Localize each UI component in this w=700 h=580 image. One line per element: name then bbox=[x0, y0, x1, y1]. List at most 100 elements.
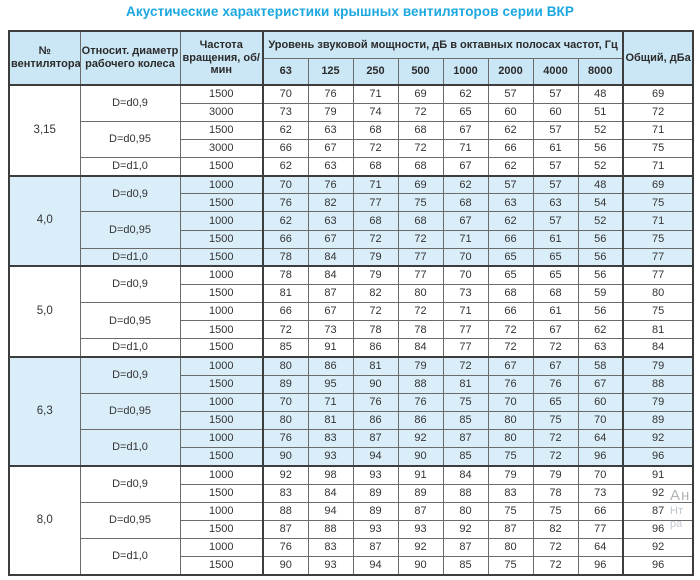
spl-value-cell: 72 bbox=[397, 302, 444, 322]
spl-value-cell: 80 bbox=[487, 538, 534, 558]
spl-value-cell: 86 bbox=[352, 338, 399, 358]
spl-value-cell: 93 bbox=[352, 519, 399, 540]
speed-cell: 1500 bbox=[179, 193, 264, 213]
table-row: D=d1,0 1500 62 63 68 68 67 62 57 52 71 bbox=[9, 157, 694, 177]
spl-value-cell: 81 bbox=[262, 284, 309, 304]
speed-cell: 1500 bbox=[179, 556, 264, 576]
table-row: 8,0 D=d0,9 1000 92 98 93 91 84 79 79 70 91 bbox=[8, 464, 694, 576]
spl-value-cell: 57 bbox=[532, 174, 579, 195]
total-dba-cell: 69 bbox=[622, 83, 694, 104]
col-header-freq-500: 500 bbox=[397, 58, 444, 86]
spl-value-cell: 84 bbox=[307, 483, 354, 503]
spl-value-cell: 75 bbox=[397, 193, 444, 213]
spl-value-cell: 73 bbox=[307, 320, 354, 340]
table-row: 1500 83 84 89 89 88 83 78 73 92 bbox=[9, 483, 694, 503]
speed-cell: 1000 bbox=[179, 538, 264, 558]
speed-cell: 1500 bbox=[179, 338, 264, 358]
spl-value-cell: 68 bbox=[487, 284, 534, 304]
spl-value-cell: 90 bbox=[262, 556, 309, 576]
spl-value-cell: 62 bbox=[487, 211, 534, 231]
spl-value-cell: 86 bbox=[397, 411, 444, 431]
fan-number-cell: 3,15 bbox=[8, 84, 81, 177]
spl-value-cell: 70 bbox=[262, 392, 309, 413]
spl-value-cell: 57 bbox=[532, 83, 579, 104]
spl-value-cell: 79 bbox=[532, 464, 579, 485]
total-dba-cell: 72 bbox=[622, 102, 694, 122]
spl-value-cell: 57 bbox=[532, 157, 579, 177]
col-header-diameter: Относит. диаметр рабочего колеса bbox=[79, 30, 181, 86]
total-dba-cell: 77 bbox=[622, 247, 694, 267]
spl-value-cell: 71 bbox=[442, 302, 489, 322]
col-header-freq-8000: 8000 bbox=[577, 58, 624, 86]
spl-value-cell: 87 bbox=[262, 519, 309, 540]
total-dba-cell: 71 bbox=[622, 157, 694, 177]
col-header-fan-number: № вентилятора bbox=[8, 30, 81, 86]
spl-value-cell: 60 bbox=[532, 102, 579, 122]
spl-value-cell: 72 bbox=[532, 429, 579, 449]
spl-value-cell: 66 bbox=[487, 229, 534, 249]
total-dba-cell: 92 bbox=[622, 483, 694, 503]
spl-value-cell: 89 bbox=[352, 501, 399, 521]
spl-value-cell: 85 bbox=[262, 338, 309, 358]
spl-value-cell: 79 bbox=[397, 356, 444, 376]
spl-value-cell: 57 bbox=[487, 174, 534, 195]
col-header-speed: Частота вращения, об/мин bbox=[179, 30, 264, 86]
total-dba-cell: 77 bbox=[622, 265, 694, 286]
speed-cell: 1500 bbox=[179, 229, 264, 249]
diameter-cell: D=d0,9 bbox=[79, 265, 181, 304]
speed-cell: 1000 bbox=[179, 464, 264, 485]
spl-value-cell: 72 bbox=[352, 302, 399, 322]
table-row: D=d1,0 1500 78 84 79 77 70 65 65 56 77 bbox=[9, 247, 694, 267]
spl-value-cell: 93 bbox=[397, 519, 444, 540]
speed-cell: 1500 bbox=[179, 519, 264, 540]
spl-value-cell: 61 bbox=[532, 229, 579, 249]
spl-value-cell: 82 bbox=[352, 284, 399, 304]
spl-value-cell: 90 bbox=[262, 447, 309, 467]
spl-value-cell: 65 bbox=[532, 247, 579, 267]
table-row: 1500 90 93 94 90 85 75 72 96 96 bbox=[9, 556, 694, 576]
spl-value-cell: 87 bbox=[352, 429, 399, 449]
spl-value-cell: 70 bbox=[442, 247, 489, 267]
spl-value-cell: 67 bbox=[577, 374, 624, 394]
spl-value-cell: 81 bbox=[352, 356, 399, 376]
spl-value-cell: 72 bbox=[352, 229, 399, 249]
spl-value-cell: 56 bbox=[577, 265, 624, 286]
spl-value-cell: 71 bbox=[352, 174, 399, 195]
table-row: 1500 66 67 72 72 71 66 61 56 75 bbox=[9, 229, 694, 249]
spl-value-cell: 80 bbox=[262, 356, 309, 376]
spl-value-cell: 71 bbox=[442, 138, 489, 159]
total-dba-cell: 79 bbox=[622, 356, 694, 376]
spl-value-cell: 56 bbox=[577, 302, 624, 322]
spl-value-cell: 79 bbox=[487, 464, 534, 485]
diameter-cell: D=d0,9 bbox=[79, 356, 181, 394]
acoustic-characteristics-table: № вентилятора Относит. диаметр рабочего … bbox=[8, 30, 695, 576]
spl-value-cell: 88 bbox=[397, 374, 444, 394]
spl-value-cell: 67 bbox=[442, 157, 489, 177]
spl-value-cell: 62 bbox=[442, 83, 489, 104]
spl-value-cell: 86 bbox=[352, 411, 399, 431]
spl-value-cell: 70 bbox=[442, 265, 489, 286]
speed-cell: 1500 bbox=[179, 374, 264, 394]
total-dba-cell: 92 bbox=[622, 538, 694, 558]
speed-cell: 1500 bbox=[179, 157, 264, 177]
spl-value-cell: 72 bbox=[397, 102, 444, 122]
spl-value-cell: 72 bbox=[442, 356, 489, 376]
spl-value-cell: 66 bbox=[262, 138, 309, 159]
total-dba-cell: 75 bbox=[622, 193, 694, 213]
total-dba-cell: 75 bbox=[622, 138, 694, 159]
spl-value-cell: 68 bbox=[442, 193, 489, 213]
spl-value-cell: 70 bbox=[262, 83, 309, 104]
spl-value-cell: 60 bbox=[577, 392, 624, 413]
spl-value-cell: 76 bbox=[307, 174, 354, 195]
spl-value-cell: 87 bbox=[307, 284, 354, 304]
col-header-freq-250: 250 bbox=[352, 58, 399, 86]
speed-cell: 1000 bbox=[179, 392, 264, 413]
spl-value-cell: 77 bbox=[397, 247, 444, 267]
spl-value-cell: 64 bbox=[577, 538, 624, 558]
spl-value-cell: 84 bbox=[442, 464, 489, 485]
spl-value-cell: 78 bbox=[397, 320, 444, 340]
diameter-cell: D=d0,95 bbox=[79, 302, 181, 340]
total-dba-cell: 88 bbox=[622, 374, 694, 394]
spl-value-cell: 72 bbox=[532, 556, 579, 576]
